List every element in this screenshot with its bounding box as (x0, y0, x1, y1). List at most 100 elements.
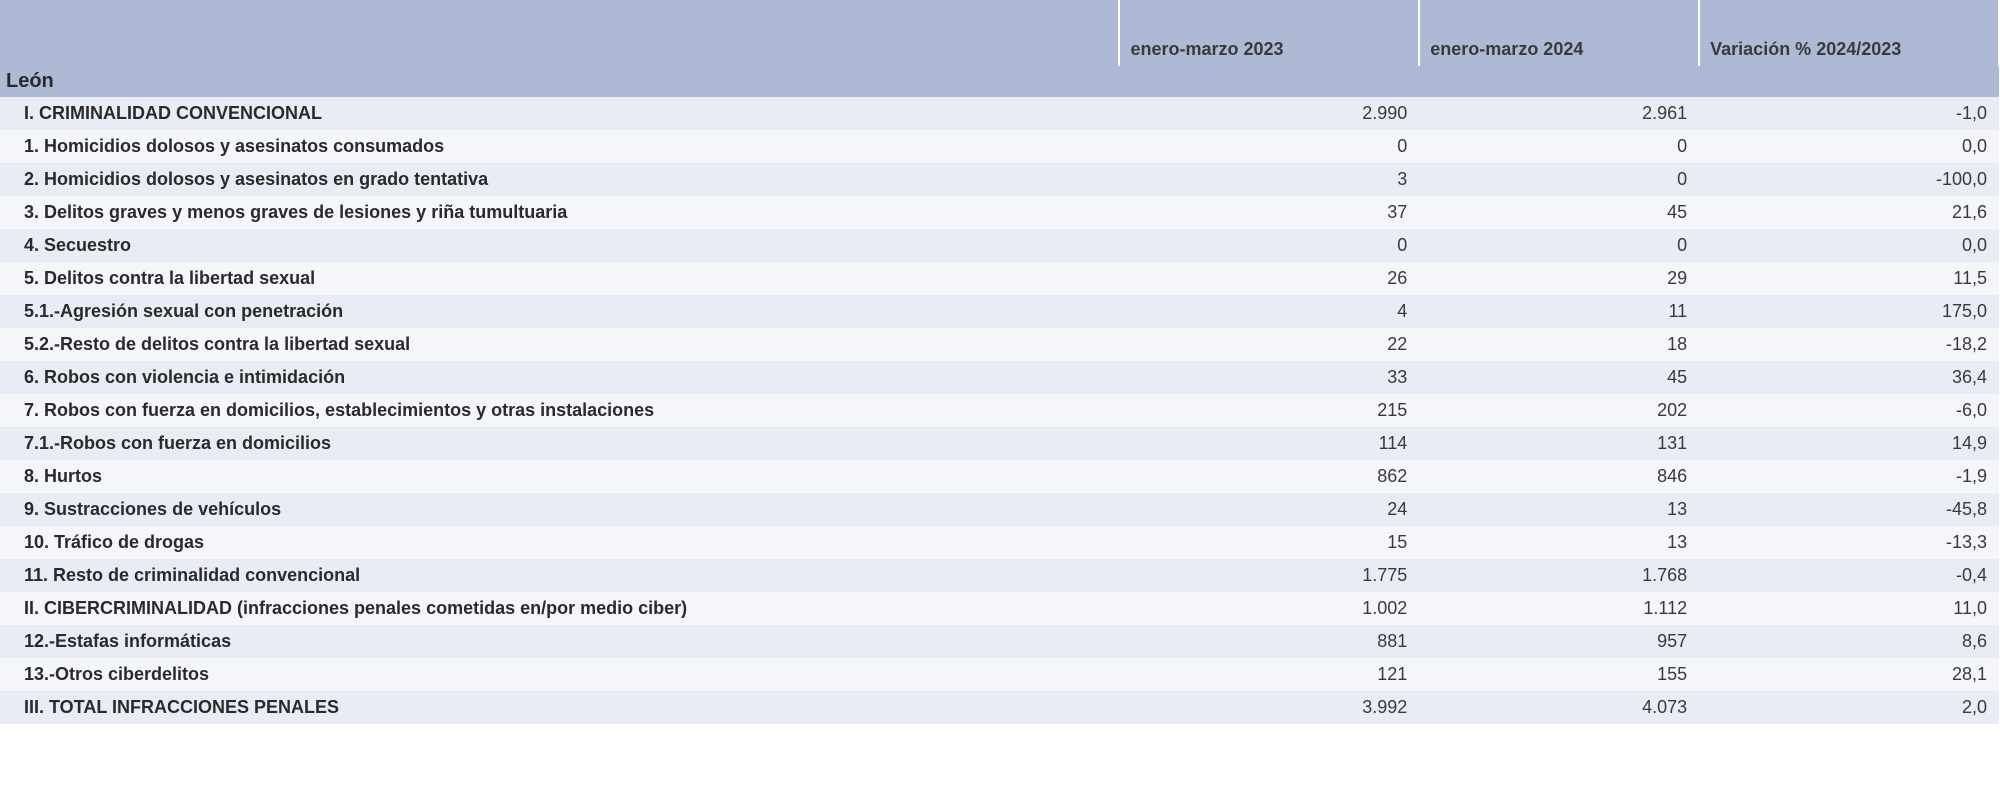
row-value-variation: -13,3 (1699, 526, 1999, 559)
table-row: 3. Delitos graves y menos graves de lesi… (0, 196, 1999, 229)
table-header-row: enero-marzo 2023 enero-marzo 2024 Variac… (0, 0, 1999, 66)
row-label: 5.1.-Agresión sexual con penetración (0, 295, 1119, 328)
row-value-variation: 11,5 (1699, 262, 1999, 295)
row-value-period1: 3.992 (1119, 691, 1419, 724)
row-value-variation: -6,0 (1699, 394, 1999, 427)
row-value-period1: 121 (1119, 658, 1419, 691)
row-value-period1: 4 (1119, 295, 1419, 328)
row-value-variation: 0,0 (1699, 130, 1999, 163)
table-row: 11. Resto de criminalidad convencional1.… (0, 559, 1999, 592)
row-label: 12.-Estafas informáticas (0, 625, 1119, 658)
row-label: I. CRIMINALIDAD CONVENCIONAL (0, 97, 1119, 130)
row-value-variation: 8,6 (1699, 625, 1999, 658)
row-value-period1: 881 (1119, 625, 1419, 658)
table-row: 13.-Otros ciberdelitos12115528,1 (0, 658, 1999, 691)
table-row: 5.2.-Resto de delitos contra la libertad… (0, 328, 1999, 361)
row-label: II. CIBERCRIMINALIDAD (infracciones pena… (0, 592, 1119, 625)
header-period2: enero-marzo 2024 (1419, 0, 1699, 66)
row-value-period2: 4.073 (1419, 691, 1699, 724)
row-value-period1: 26 (1119, 262, 1419, 295)
row-label: 8. Hurtos (0, 460, 1119, 493)
header-variation: Variación % 2024/2023 (1699, 0, 1999, 66)
row-value-period2: 1.112 (1419, 592, 1699, 625)
row-value-period2: 155 (1419, 658, 1699, 691)
row-label: 4. Secuestro (0, 229, 1119, 262)
row-value-period1: 15 (1119, 526, 1419, 559)
row-value-period2: 11 (1419, 295, 1699, 328)
row-label: 7. Robos con fuerza en domicilios, estab… (0, 394, 1119, 427)
row-value-period2: 0 (1419, 229, 1699, 262)
table-row: 9. Sustracciones de vehículos2413-45,8 (0, 493, 1999, 526)
row-value-period1: 215 (1119, 394, 1419, 427)
table-row: 2. Homicidios dolosos y asesinatos en gr… (0, 163, 1999, 196)
row-label: 5. Delitos contra la libertad sexual (0, 262, 1119, 295)
row-value-variation: 2,0 (1699, 691, 1999, 724)
row-value-period2: 0 (1419, 163, 1699, 196)
row-value-variation: 14,9 (1699, 427, 1999, 460)
row-value-period1: 22 (1119, 328, 1419, 361)
row-value-period1: 33 (1119, 361, 1419, 394)
row-value-period2: 2.961 (1419, 97, 1699, 130)
row-value-period1: 2.990 (1119, 97, 1419, 130)
table-row: 10. Tráfico de drogas1513-13,3 (0, 526, 1999, 559)
row-value-period2: 13 (1419, 493, 1699, 526)
row-value-variation: 175,0 (1699, 295, 1999, 328)
row-value-period1: 1.775 (1119, 559, 1419, 592)
row-label: 3. Delitos graves y menos graves de lesi… (0, 196, 1119, 229)
row-value-period2: 1.768 (1419, 559, 1699, 592)
row-value-period1: 0 (1119, 130, 1419, 163)
row-value-variation: 28,1 (1699, 658, 1999, 691)
row-value-period2: 131 (1419, 427, 1699, 460)
row-value-variation: -1,0 (1699, 97, 1999, 130)
row-label: 11. Resto de criminalidad convencional (0, 559, 1119, 592)
row-label: 5.2.-Resto de delitos contra la libertad… (0, 328, 1119, 361)
row-value-period1: 3 (1119, 163, 1419, 196)
row-value-period2: 0 (1419, 130, 1699, 163)
crime-stats-table: enero-marzo 2023 enero-marzo 2024 Variac… (0, 0, 2000, 724)
table-row: 7.1.-Robos con fuerza en domicilios11413… (0, 427, 1999, 460)
row-value-period1: 1.002 (1119, 592, 1419, 625)
row-label: 2. Homicidios dolosos y asesinatos en gr… (0, 163, 1119, 196)
row-value-period2: 846 (1419, 460, 1699, 493)
table-row: 1. Homicidios dolosos y asesinatos consu… (0, 130, 1999, 163)
row-value-variation: 36,4 (1699, 361, 1999, 394)
row-value-period2: 13 (1419, 526, 1699, 559)
table-row: 7. Robos con fuerza en domicilios, estab… (0, 394, 1999, 427)
row-value-variation: 21,6 (1699, 196, 1999, 229)
row-value-period1: 0 (1119, 229, 1419, 262)
row-value-period2: 202 (1419, 394, 1699, 427)
row-value-period1: 37 (1119, 196, 1419, 229)
row-value-period2: 29 (1419, 262, 1699, 295)
row-value-variation: -1,9 (1699, 460, 1999, 493)
row-value-variation: -18,2 (1699, 328, 1999, 361)
row-label: 6. Robos con violencia e intimidación (0, 361, 1119, 394)
header-blank (0, 0, 1119, 66)
row-value-variation: 0,0 (1699, 229, 1999, 262)
table-row: III. TOTAL INFRACCIONES PENALES3.9924.07… (0, 691, 1999, 724)
table-row: 12.-Estafas informáticas8819578,6 (0, 625, 1999, 658)
row-label: 1. Homicidios dolosos y asesinatos consu… (0, 130, 1119, 163)
table-row: 4. Secuestro000,0 (0, 229, 1999, 262)
row-value-period1: 862 (1119, 460, 1419, 493)
row-value-variation: 11,0 (1699, 592, 1999, 625)
header-period1: enero-marzo 2023 (1119, 0, 1419, 66)
row-value-period2: 18 (1419, 328, 1699, 361)
table-row: 5. Delitos contra la libertad sexual2629… (0, 262, 1999, 295)
row-value-variation: -0,4 (1699, 559, 1999, 592)
row-label: 13.-Otros ciberdelitos (0, 658, 1119, 691)
row-label: 7.1.-Robos con fuerza en domicilios (0, 427, 1119, 460)
row-label: III. TOTAL INFRACCIONES PENALES (0, 691, 1119, 724)
row-value-period2: 45 (1419, 196, 1699, 229)
region-label: León (0, 66, 1999, 97)
row-value-period1: 114 (1119, 427, 1419, 460)
region-row: León (0, 66, 1999, 97)
table-row: 5.1.-Agresión sexual con penetración4111… (0, 295, 1999, 328)
row-label: 10. Tráfico de drogas (0, 526, 1119, 559)
table-row: II. CIBERCRIMINALIDAD (infracciones pena… (0, 592, 1999, 625)
table-row: 8. Hurtos862846-1,9 (0, 460, 1999, 493)
row-value-variation: -45,8 (1699, 493, 1999, 526)
row-label: 9. Sustracciones de vehículos (0, 493, 1119, 526)
row-value-period1: 24 (1119, 493, 1419, 526)
row-value-period2: 45 (1419, 361, 1699, 394)
table-row: I. CRIMINALIDAD CONVENCIONAL2.9902.961-1… (0, 97, 1999, 130)
